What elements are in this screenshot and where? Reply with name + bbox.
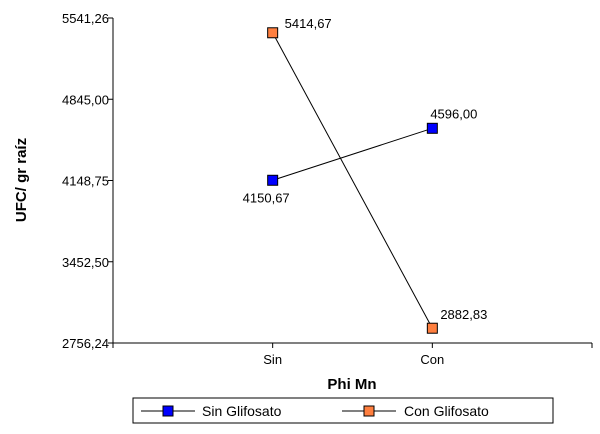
data-label: 2882,83 <box>440 307 487 322</box>
y-tick-label: 3452,50 <box>62 255 109 270</box>
legend-marker-con-glifosato <box>363 405 375 417</box>
legend-label-sin-glifosato: Sin Glifosato <box>202 403 282 419</box>
data-point-marker <box>267 174 279 186</box>
series-line <box>272 32 433 329</box>
y-tick-label: 4845,00 <box>62 92 109 107</box>
data-point-marker <box>267 27 279 39</box>
x-axis-ticks: Sin Con <box>112 343 593 367</box>
x-tick-label: Con <box>420 352 444 367</box>
data-label: 5414,67 <box>285 16 332 31</box>
y-tick-label: 4148,75 <box>62 174 109 189</box>
y-tick-label: 2756,24 <box>62 336 109 351</box>
y-axis-ticks: 5541,26 4845,00 4148,75 3452,50 2756,24 <box>62 11 113 351</box>
data-point-marker <box>426 322 438 334</box>
y-tick-label: 5541,26 <box>62 11 109 26</box>
legend: Sin Glifosato Con Glifosato <box>132 397 554 424</box>
data-label: 4150,67 <box>243 190 290 205</box>
x-tick-label: Sin <box>263 352 282 367</box>
series-line <box>272 127 433 181</box>
legend-marker-sin-glifosato <box>162 405 174 417</box>
data-point-marker <box>426 122 438 134</box>
y-axis-title: UFC/ gr raíz <box>13 138 30 222</box>
series-layer: 4150,67 4596,00 5414,67 2882,83 <box>243 16 487 334</box>
data-label: 4596,00 <box>430 106 477 121</box>
x-axis-title: Phi Mn <box>327 376 376 393</box>
legend-label-con-glifosato: Con Glifosato <box>404 403 489 419</box>
